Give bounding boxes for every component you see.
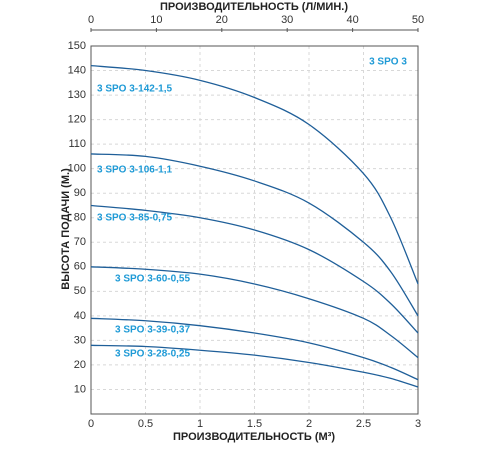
y-tick-label: 30 xyxy=(74,334,86,346)
x-tick-label: 2 xyxy=(306,418,312,430)
y-tick-label: 130 xyxy=(68,89,86,101)
y-tick-label: 140 xyxy=(68,64,86,76)
top-tick-label: 0 xyxy=(88,14,94,26)
top-tick-label: 20 xyxy=(216,14,228,26)
x-tick-label: 0 xyxy=(88,418,94,430)
y-tick-label: 80 xyxy=(74,212,86,224)
curve xyxy=(90,153,419,317)
x-tick-label: 3 xyxy=(415,418,421,430)
x-tick-label: 0.5 xyxy=(138,418,153,430)
x-tick-label: 1 xyxy=(197,418,203,430)
curve xyxy=(90,317,419,381)
y-tick-label: 90 xyxy=(74,187,86,199)
series-label: 3 SPO 3-28-0,25 xyxy=(115,349,190,360)
y-tick-label: 20 xyxy=(74,359,86,371)
series-label: 3 SPO 3-60-0,55 xyxy=(115,274,190,285)
x-tick-label: 2.5 xyxy=(356,418,371,430)
y-tick-label: 110 xyxy=(68,138,86,150)
y-tick-label: 60 xyxy=(74,261,86,273)
y-axis-title: ВЫСОТА ПОДАЧИ (М.) xyxy=(60,168,72,290)
plot-frame xyxy=(90,45,419,415)
series-label: 3 SPO 3-85-0,75 xyxy=(97,213,172,224)
y-tick-label: 40 xyxy=(74,310,86,322)
y-tick-label: 120 xyxy=(68,114,86,126)
y-tick-label: 50 xyxy=(74,285,86,297)
curve xyxy=(90,344,419,388)
x-axis-title: ПРОИЗВОДИТЕЛЬНОСТЬ (М³) xyxy=(173,431,335,443)
curve xyxy=(90,204,419,334)
y-tick-label: 10 xyxy=(74,383,86,395)
top-tick-label: 40 xyxy=(346,14,358,26)
series-label: 3 SPO 3-142-1,5 xyxy=(97,84,172,95)
y-tick-label: 70 xyxy=(74,236,86,248)
x-tick-label: 1.5 xyxy=(247,418,262,430)
top-axis-title: ПРОИЗВОДИТЕЛЬНОСТЬ (Л/МИН.) xyxy=(160,1,348,13)
chart-title: 3 SPO 3 xyxy=(369,57,407,68)
y-tick-label: 150 xyxy=(68,40,86,52)
top-tick-label: 50 xyxy=(412,14,424,26)
top-tick-label: 10 xyxy=(150,14,162,26)
series-label: 3 SPO 3-39-0,37 xyxy=(115,325,190,336)
top-tick-label: 30 xyxy=(281,14,293,26)
y-tick-label: 100 xyxy=(68,163,86,175)
curve xyxy=(90,266,419,359)
curve xyxy=(90,64,419,285)
series-label: 3 SPO 3-106-1,1 xyxy=(97,165,172,176)
